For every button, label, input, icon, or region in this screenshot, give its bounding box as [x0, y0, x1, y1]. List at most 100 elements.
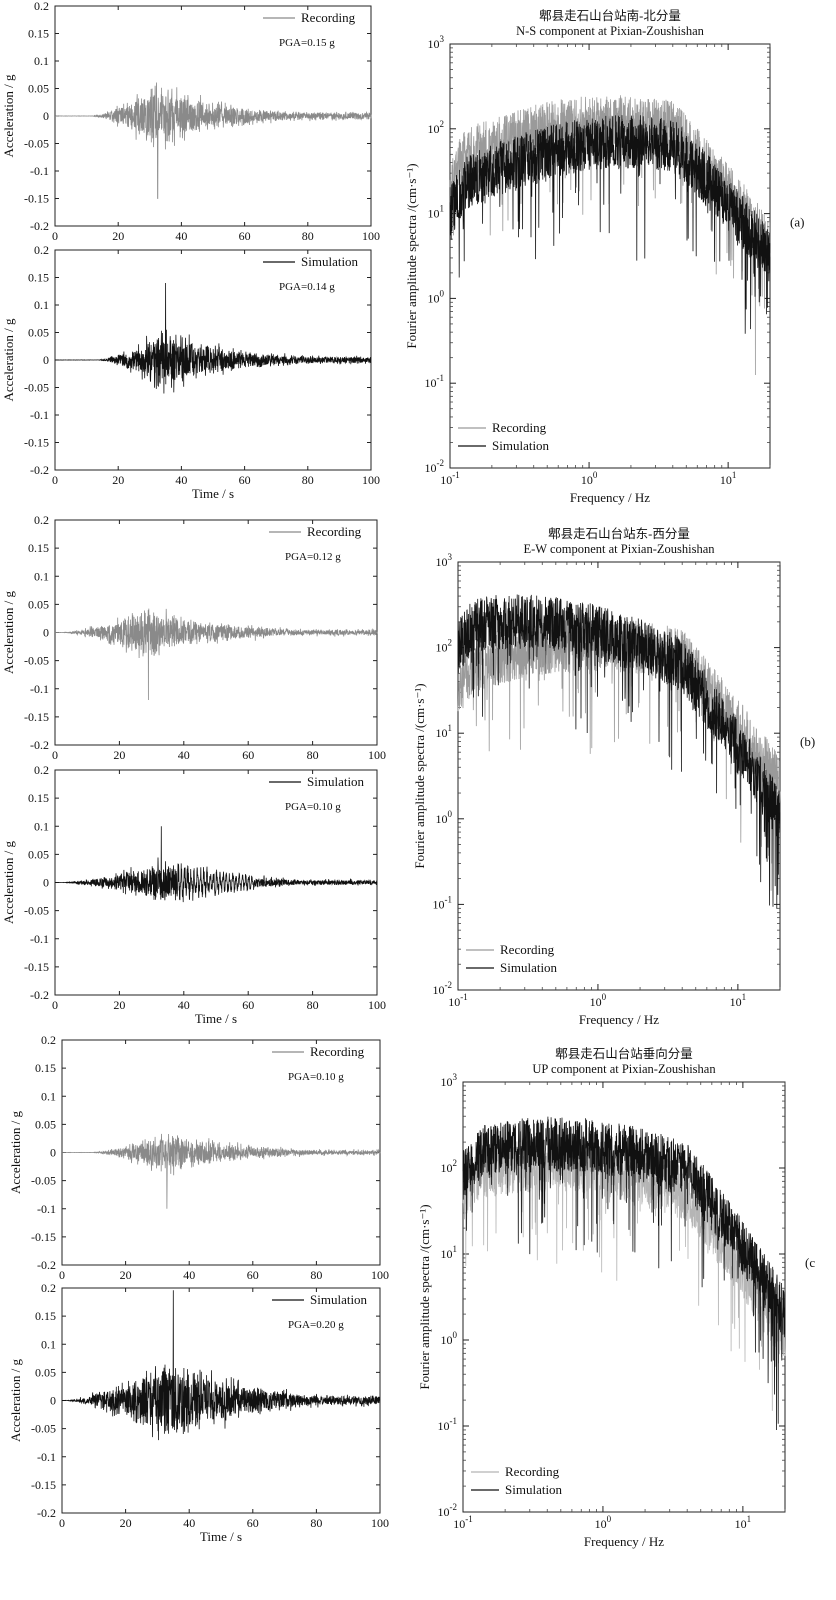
y-tick-label: 103: [428, 34, 445, 51]
time-history-panel-a-ns-sim: -0.2 -0.15 -0.1 -0.05 0 0.05 0.1 0.15 0.2 0 20 40 60…: [1, 243, 380, 501]
legend-entry-simulation: Simulation: [492, 438, 550, 453]
time-history-panel-c-up-sim: -0.2 -0.15 -0.1 -0.05 0 0.05 0.1 0.15 0.2 0 20 40 60…: [8, 1281, 389, 1544]
y-tick-label: 0.1: [41, 1089, 56, 1103]
y-tick-label: -0.05: [24, 904, 49, 918]
y-tick-label: 0: [50, 1394, 56, 1408]
y-axis-label: Acceleration / g: [1, 840, 16, 924]
y-tick-label: -0.2: [37, 1258, 56, 1272]
pga-annotation: PGA=0.15 g: [279, 37, 335, 49]
x-tick-label: 40: [178, 998, 190, 1012]
y-tick-label: 0.2: [34, 243, 49, 257]
y-tick-label: 0.15: [28, 791, 49, 805]
series-simulation-spectrum: [449, 115, 771, 334]
series-simulation-spectrum: [462, 1116, 786, 1431]
panel-letter: (b): [800, 734, 815, 749]
y-tick-label: 0.05: [35, 1365, 56, 1379]
x-tick-label: 10-1: [440, 470, 460, 487]
x-tick-label: 80: [307, 998, 319, 1012]
y-tick-label: 0.15: [28, 541, 49, 555]
series-recording-waveform: [62, 1133, 381, 1209]
x-tick-label: 0: [59, 1268, 65, 1282]
x-tick-label: 80: [307, 748, 319, 762]
x-tick-label: 40: [178, 748, 190, 762]
x-tick-label: 100: [581, 470, 598, 487]
x-tick-label: 20: [113, 748, 125, 762]
x-tick-label: 40: [183, 1516, 195, 1530]
legend-entry-recording: Recording: [505, 1464, 560, 1479]
x-tick-label: 10-1: [448, 992, 468, 1009]
y-axis-label: Fourier amplitude spectra /(cm·s⁻¹): [404, 163, 419, 348]
y-tick-label: -0.2: [37, 1506, 56, 1520]
x-tick-label: 100: [362, 473, 380, 487]
y-axis-label: Acceleration / g: [8, 1358, 23, 1442]
time-history-panel-a-ns-rec: -0.2 -0.15 -0.1 -0.05 0 0.05 0.1 0.15 0.2 0 20 40 60…: [1, 0, 380, 243]
y-tick-label: -0.05: [24, 381, 49, 395]
y-tick-label: 0.05: [28, 326, 49, 340]
chart-title-en: UP component at Pixian-Zoushishan: [532, 1062, 716, 1076]
legend-entry-recording: Recording: [310, 1044, 365, 1059]
y-tick-label: -0.15: [24, 436, 49, 450]
y-tick-label: 0.05: [35, 1117, 56, 1131]
x-tick-label: 101: [720, 470, 737, 487]
x-tick-label: 80: [310, 1268, 322, 1282]
x-tick-label: 100: [371, 1268, 389, 1282]
chart-title-en: E-W component at Pixian-Zoushishan: [523, 542, 715, 556]
y-tick-label: 102: [428, 119, 445, 136]
y-axis-label: Fourier amplitude spectra /(cm·s⁻¹): [417, 1204, 432, 1389]
legend-entry-simulation: Simulation: [505, 1482, 563, 1497]
x-tick-label: 100: [590, 992, 607, 1009]
x-axis-label: Frequency / Hz: [570, 490, 650, 505]
y-tick-label: -0.15: [24, 710, 49, 724]
y-tick-label: -0.1: [30, 408, 49, 422]
x-axis-label: Time / s: [200, 1529, 242, 1544]
legend-entry-recording: Recording: [492, 420, 547, 435]
y-tick-label: 10-2: [425, 458, 445, 475]
legend-entry-recording: Recording: [500, 942, 555, 957]
pga-annotation: PGA=0.10 g: [288, 1071, 344, 1083]
y-tick-label: 0.2: [41, 1033, 56, 1047]
y-axis-label: Fourier amplitude spectra /(cm·s⁻¹): [412, 683, 427, 868]
pga-annotation: PGA=0.10 g: [285, 801, 341, 813]
y-axis-label: Acceleration / g: [1, 590, 16, 674]
y-tick-label: 0.1: [34, 569, 49, 583]
series-recording-waveform: [54, 608, 378, 701]
x-tick-label: 40: [175, 473, 187, 487]
x-tick-label: 20: [120, 1268, 132, 1282]
x-tick-label: 80: [302, 473, 314, 487]
x-tick-label: 0: [52, 229, 58, 243]
chart-title-cn: 郫县走石山台站南-北分量: [539, 8, 681, 23]
pga-annotation: PGA=0.14 g: [279, 281, 335, 293]
y-tick-label: 102: [436, 638, 453, 655]
y-tick-label: -0.05: [31, 1422, 56, 1436]
x-tick-label: 60: [247, 1516, 259, 1530]
y-tick-label: 0: [43, 626, 49, 640]
y-tick-label: 0.15: [35, 1061, 56, 1075]
x-tick-label: 0: [59, 1516, 65, 1530]
legend-entry-simulation: Simulation: [307, 774, 365, 789]
y-tick-label: 0: [43, 109, 49, 123]
x-tick-label: 20: [113, 998, 125, 1012]
series-recording-spectrum: [462, 1137, 786, 1411]
y-tick-label: 0.15: [28, 27, 49, 41]
y-tick-label: 0.05: [28, 82, 49, 96]
time-history-panel-b-ew-sim: -0.2 -0.15 -0.1 -0.05 0 0.05 0.1 0.15 0.2 0 20 40 60…: [1, 763, 386, 1026]
x-tick-label: 10-1: [453, 1514, 473, 1531]
x-tick-label: 20: [112, 473, 124, 487]
y-tick-label: 10-1: [433, 894, 453, 911]
y-tick-label: 102: [441, 1158, 458, 1175]
x-tick-label: 100: [362, 229, 380, 243]
y-tick-label: 0.15: [28, 271, 49, 285]
y-tick-label: -0.15: [24, 192, 49, 206]
time-history-panel-b-ew-rec: -0.2 -0.15 -0.1 -0.05 0 0.05 0.1 0.15 0.2 0 20 40 60…: [1, 513, 386, 762]
y-tick-label: -0.1: [30, 682, 49, 696]
y-axis-label: Acceleration / g: [1, 74, 16, 158]
x-tick-label: 20: [112, 229, 124, 243]
x-tick-label: 40: [175, 229, 187, 243]
legend-entry-simulation: Simulation: [310, 1292, 368, 1307]
y-tick-label: 0.2: [34, 0, 49, 13]
series-simulation-waveform: [54, 282, 372, 394]
x-axis-label: Time / s: [192, 486, 234, 501]
